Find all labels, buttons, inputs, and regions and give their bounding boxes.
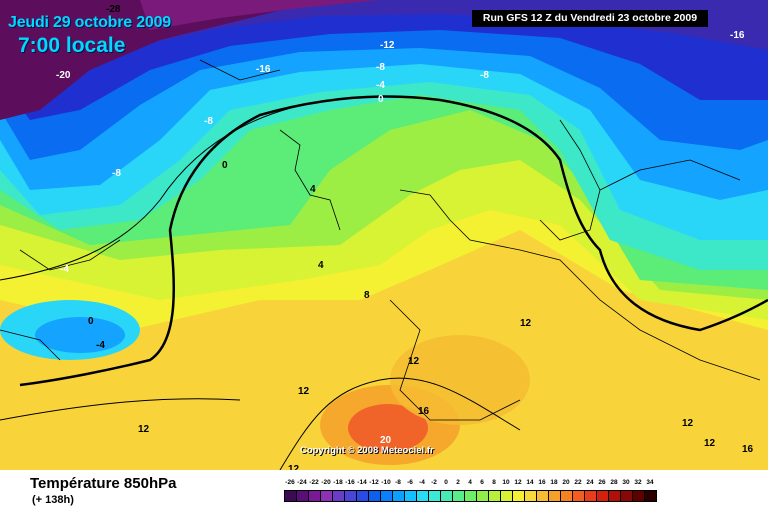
legend-swatch <box>393 491 405 501</box>
legend-tick-label: 12 <box>514 479 522 486</box>
legend-swatch <box>417 491 429 501</box>
legend-tick-label: -12 <box>369 479 379 486</box>
contour-label: 12 <box>520 318 532 329</box>
model-run-banner: Run GFS 12 Z du Vendredi 23 octobre 2009 <box>472 10 708 27</box>
contour-label: -16 <box>730 30 745 41</box>
legend-colorbar <box>284 490 657 502</box>
legend-swatch <box>513 491 525 501</box>
legend-tick-label: -14 <box>357 479 367 486</box>
contour-label: 12 <box>298 386 310 397</box>
legend-swatch <box>561 491 573 501</box>
legend-tick-label: -6 <box>407 479 413 486</box>
legend-swatch <box>357 491 369 501</box>
legend-tick-label: -4 <box>419 479 425 486</box>
legend-tick-label: 20 <box>562 479 570 486</box>
contour-label: -16 <box>256 64 271 75</box>
forecast-offset: (+ 138h) <box>32 494 74 506</box>
forecast-time: 7:00 locale <box>18 34 126 57</box>
legend-tick-label: -22 <box>309 479 319 486</box>
contour-label: -28 <box>106 4 121 15</box>
legend-tick-label: -20 <box>321 479 331 486</box>
legend-tick-label: -16 <box>345 479 355 486</box>
contour-label: 12 <box>138 424 150 435</box>
legend-tick-label: 6 <box>480 479 484 486</box>
contour-label: 12 <box>682 418 694 429</box>
contour-label: 16 <box>418 406 430 417</box>
legend-swatch <box>501 491 513 501</box>
contour-label: 8 <box>364 290 370 301</box>
legend-swatch <box>621 491 633 501</box>
legend-swatch <box>573 491 585 501</box>
legend-swatch <box>333 491 345 501</box>
legend-swatch <box>297 491 309 501</box>
legend-tick-label: -24 <box>297 479 307 486</box>
legend-swatch <box>369 491 381 501</box>
contour-label: 4 <box>310 184 316 195</box>
contour-label: -4 <box>376 80 385 91</box>
legend-tick-label: -10 <box>381 479 391 486</box>
legend-swatch <box>465 491 477 501</box>
legend-swatch <box>525 491 537 501</box>
contour-label: -20 <box>56 70 71 81</box>
contour-label: 12 <box>704 438 716 449</box>
contour-label: 20 <box>380 435 392 446</box>
legend-tick-label: -2 <box>431 479 437 486</box>
legend-tick-label: 34 <box>646 479 654 486</box>
legend-tick-label: 8 <box>492 479 496 486</box>
legend-swatch <box>381 491 393 501</box>
legend-tick-label: -8 <box>395 479 401 486</box>
contour-label: -12 <box>380 40 395 51</box>
legend-swatch <box>441 491 453 501</box>
legend-swatch <box>609 491 621 501</box>
contour-label: -8 <box>112 168 121 179</box>
legend-tick-label: 2 <box>456 479 460 486</box>
legend-swatch <box>453 491 465 501</box>
legend-swatch <box>477 491 489 501</box>
legend-swatch <box>549 491 561 501</box>
contour-label: 16 <box>742 444 754 455</box>
legend-tick-label: 24 <box>586 479 594 486</box>
contour-label: 0 <box>222 160 228 171</box>
legend-swatch <box>321 491 333 501</box>
legend-tick-label: 14 <box>526 479 534 486</box>
legend-tick-label: 16 <box>538 479 546 486</box>
legend-tick-label: -26 <box>285 479 295 486</box>
contour-label: 12 <box>288 464 299 475</box>
legend-swatch <box>345 491 357 501</box>
legend-tick-label: 10 <box>502 479 510 486</box>
copyright-text: Copyright © 2008 Meteociel.fr <box>300 445 434 456</box>
legend-tick-label: 22 <box>574 479 582 486</box>
contour-label: -8 <box>480 70 489 81</box>
contour-label: -4 <box>96 340 105 351</box>
legend-swatch <box>429 491 441 501</box>
legend-tick-label: 28 <box>610 479 618 486</box>
contour-label: -8 <box>376 62 385 73</box>
legend-tick-label: 4 <box>468 479 472 486</box>
legend-swatch <box>537 491 549 501</box>
legend-tick-label: 30 <box>622 479 630 486</box>
legend-swatch <box>405 491 417 501</box>
legend-tick-label: 26 <box>598 479 606 486</box>
map-title: Température 850hPa <box>30 475 177 492</box>
forecast-date: Jeudi 29 octobre 2009 <box>8 14 171 31</box>
legend-swatch <box>597 491 609 501</box>
contour-label: -8 <box>204 116 213 127</box>
legend-swatch <box>645 491 656 501</box>
legend-tick-label: 0 <box>444 479 448 486</box>
contour-label: 0 <box>88 316 94 327</box>
legend-ticks: -26 -24 -22 -20 -18 -16 -14 -12 -10 -8 -6 -4 -2 0 2 4 6 8… <box>284 479 656 486</box>
legend-swatch <box>585 491 597 501</box>
legend-tick-label: -18 <box>333 479 343 486</box>
legend-tick-label: 32 <box>634 479 642 486</box>
contour-label: 0 <box>378 94 384 105</box>
contour-label: 12 <box>408 356 420 367</box>
contour-label: 4 <box>318 260 324 271</box>
legend-tick-label: 18 <box>550 479 558 486</box>
legend-swatch <box>633 491 645 501</box>
legend-swatch <box>309 491 321 501</box>
legend-swatch <box>285 491 297 501</box>
contour-label: -4 <box>60 264 69 275</box>
legend-swatch <box>489 491 501 501</box>
